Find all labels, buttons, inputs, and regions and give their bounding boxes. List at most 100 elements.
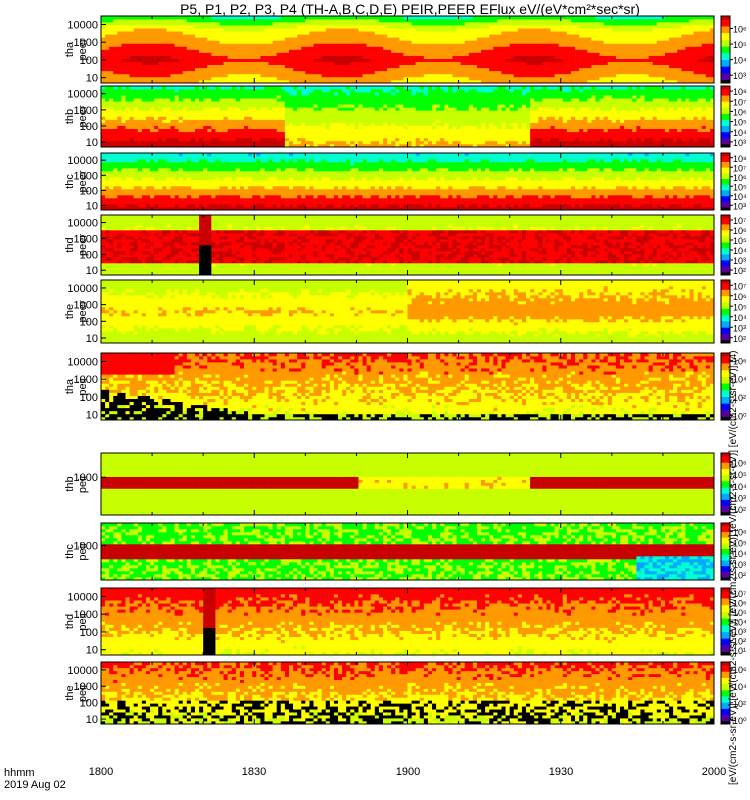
heatmap-cell	[101, 71, 105, 74]
heatmap-cell	[130, 37, 134, 40]
heatmap-cell	[158, 59, 162, 62]
heatmap-cell	[179, 34, 183, 37]
heatmap-cell	[117, 19, 121, 22]
heatmap-cell	[289, 74, 293, 77]
heatmap-cell	[256, 43, 260, 46]
heatmap-cell	[293, 56, 297, 59]
heatmap-cell	[264, 43, 268, 46]
heatmap-cell	[264, 40, 268, 43]
heatmap-cell	[183, 19, 187, 22]
heatmap-cell	[179, 31, 183, 34]
heatmap-cell	[301, 53, 305, 56]
heatmap-cell	[191, 22, 195, 25]
heatmap-cell	[130, 62, 134, 65]
heatmap-cell	[109, 53, 113, 56]
heatmap-cell	[166, 68, 170, 71]
heatmap-cell	[236, 46, 240, 49]
heatmap-cell	[207, 56, 211, 59]
heatmap-cell	[170, 25, 174, 28]
heatmap-cell	[269, 28, 273, 31]
heatmap-cell	[256, 62, 260, 65]
heatmap-cell	[142, 77, 146, 80]
heatmap-cell	[215, 37, 219, 40]
heatmap-cell	[150, 74, 154, 77]
heatmap-cell	[117, 28, 121, 31]
heatmap-cell	[130, 46, 134, 49]
heatmap-cell	[264, 65, 268, 68]
heatmap-cell	[130, 65, 134, 68]
heatmap-cell	[285, 71, 289, 74]
heatmap-cell	[220, 28, 224, 31]
heatmap-cell	[101, 68, 105, 71]
heatmap-cell	[134, 53, 138, 56]
heatmap-cell	[240, 53, 244, 56]
heatmap-cell	[142, 71, 146, 74]
heatmap-cell	[256, 53, 260, 56]
heatmap-cell	[224, 71, 228, 74]
heatmap-cell	[285, 59, 289, 62]
heatmap-cell	[150, 65, 154, 68]
heatmap-cell	[179, 40, 183, 43]
heatmap-cell	[215, 22, 219, 25]
heatmap-cell	[183, 56, 187, 59]
heatmap-cell	[175, 74, 179, 77]
heatmap-cell	[175, 16, 179, 19]
heatmap-cell	[281, 77, 285, 80]
heatmap-cell	[117, 37, 121, 40]
heatmap-cell	[215, 65, 219, 68]
heatmap-cell	[293, 40, 297, 43]
heatmap-cell	[166, 37, 170, 40]
heatmap-cell	[138, 59, 142, 62]
heatmap-cell	[224, 19, 228, 22]
heatmap-cell	[281, 62, 285, 65]
heatmap-cell	[301, 74, 305, 77]
heatmap-cell	[191, 65, 195, 68]
heatmap-cell	[126, 50, 130, 53]
heatmap-cell	[138, 25, 142, 28]
heatmap-cell	[101, 65, 105, 68]
heatmap-cell	[220, 16, 224, 19]
heatmap-cell	[220, 46, 224, 49]
heatmap-cell	[236, 40, 240, 43]
heatmap-cell	[252, 62, 256, 65]
heatmap-cell	[150, 56, 154, 59]
heatmap-cell	[162, 16, 166, 19]
heatmap-cell	[256, 19, 260, 22]
heatmap-cell	[199, 22, 203, 25]
heatmap-cell	[142, 34, 146, 37]
heatmap-cell	[232, 37, 236, 40]
heatmap-cell	[162, 22, 166, 25]
heatmap-cell	[301, 50, 305, 53]
heatmap-cell	[252, 31, 256, 34]
heatmap-cell	[126, 65, 130, 68]
heatmap-cell	[175, 31, 179, 34]
heatmap-cell	[109, 77, 113, 80]
heatmap-cell	[301, 56, 305, 59]
heatmap-cell	[138, 37, 142, 40]
heatmap-cell	[195, 46, 199, 49]
heatmap-cell	[240, 25, 244, 28]
heatmap-cell	[117, 77, 121, 80]
heatmap-cell	[191, 62, 195, 65]
heatmap-cell	[207, 53, 211, 56]
heatmap-cell	[252, 37, 256, 40]
heatmap-cell	[256, 65, 260, 68]
heatmap-cell	[134, 74, 138, 77]
heatmap-cell	[285, 65, 289, 68]
heatmap-cell	[113, 74, 117, 77]
heatmap-cell	[113, 68, 117, 71]
heatmap-cell	[134, 19, 138, 22]
heatmap-cell	[273, 25, 277, 28]
heatmap-cell	[113, 31, 117, 34]
heatmap-cell	[113, 71, 117, 74]
heatmap-cell	[170, 37, 174, 40]
heatmap-cell	[101, 34, 105, 37]
heatmap-cell	[297, 77, 301, 80]
heatmap-cell	[126, 31, 130, 34]
heatmap-cell	[289, 77, 293, 80]
heatmap-cell	[183, 46, 187, 49]
heatmap-cell	[101, 37, 105, 40]
heatmap-cell	[146, 19, 150, 22]
heatmap-cell	[244, 28, 248, 31]
heatmap-cell	[297, 28, 301, 31]
